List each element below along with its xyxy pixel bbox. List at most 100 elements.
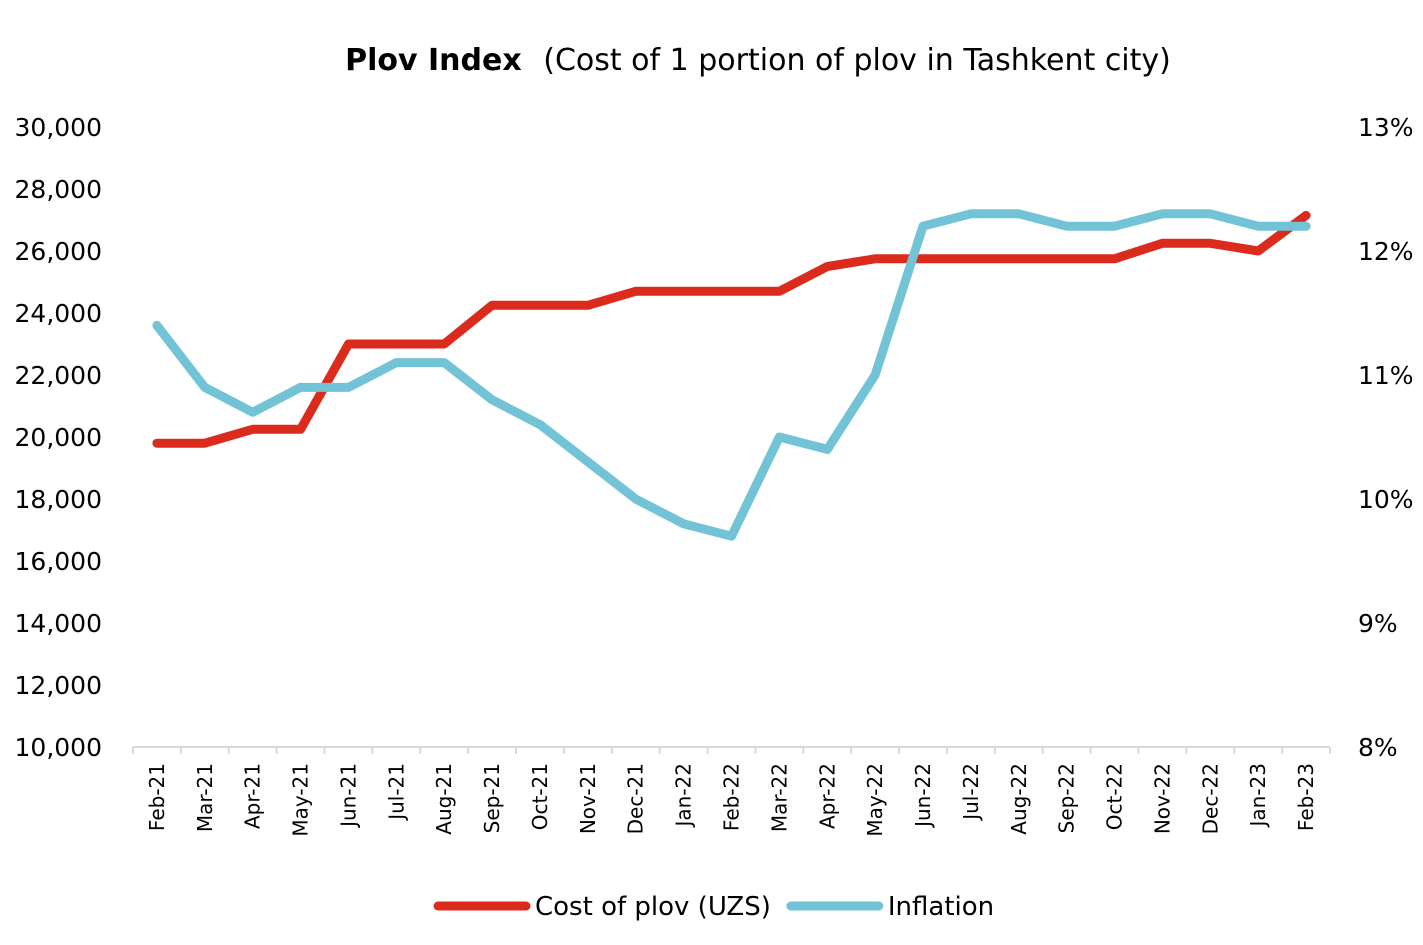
data-point	[778, 290, 780, 292]
data-point	[922, 225, 924, 227]
chart-title-main: Plov Index	[345, 43, 522, 78]
right-tick-label: 11%	[1358, 361, 1414, 390]
x-tick-label: Jun-21	[336, 763, 360, 829]
x-tick-label: Oct-21	[528, 763, 552, 830]
data-point	[395, 343, 397, 345]
x-tick-label: Sep-22	[1055, 763, 1079, 833]
data-point	[826, 266, 828, 267]
x-tick-label: Dec-22	[1198, 763, 1222, 834]
data-point	[1257, 225, 1259, 227]
x-tick-label: Nov-21	[576, 763, 600, 834]
data-point	[491, 399, 493, 401]
x-tick-label: Oct-22	[1103, 763, 1127, 830]
series-line-cost-of-plov	[152, 210, 1311, 448]
data-point	[1066, 258, 1068, 260]
data-point	[539, 424, 541, 426]
left-tick-label: 22,000	[15, 361, 102, 390]
x-tick-label: Jul-21	[384, 763, 408, 822]
data-point	[156, 324, 158, 326]
left-tick-label: 10,000	[15, 733, 102, 762]
x-tick-label: Jul-22	[959, 763, 983, 822]
data-point	[683, 290, 685, 292]
x-tick-label: Feb-21	[145, 763, 169, 831]
x-axis: Feb-21 Mar-21 Apr-21 May-21 Jun-21 Jul-21 Aug-…	[132, 746, 1331, 837]
data-point	[443, 362, 445, 364]
chart-title: Plov Index (Cost of 1 portion of plov in…	[345, 43, 1171, 78]
chart-subtitle: (Cost of 1 portion of plov in Tashkent c…	[543, 43, 1171, 78]
series-layer	[152, 209, 1311, 541]
x-tick-label: Jan-23	[1246, 763, 1270, 829]
x-tick-label: Sep-21	[480, 763, 504, 833]
data-point	[683, 523, 685, 525]
data-point	[1066, 225, 1068, 227]
data-point	[922, 258, 924, 260]
data-point	[539, 304, 541, 306]
data-point	[1161, 213, 1163, 215]
data-point	[1305, 214, 1307, 216]
data-point	[1018, 213, 1020, 215]
data-point	[1257, 250, 1259, 252]
left-axis: 10,000 12,000 14,000 16,000 18,000 20,000 22,0…	[15, 113, 102, 762]
data-point	[252, 428, 254, 430]
right-tick-label: 10%	[1358, 485, 1414, 514]
data-point	[1018, 258, 1020, 260]
data-point	[826, 448, 828, 450]
data-point	[1114, 258, 1116, 260]
x-tick-label: Aug-21	[432, 763, 456, 835]
data-point	[300, 428, 302, 430]
x-tick-label: Apr-21	[241, 763, 265, 829]
data-point	[204, 386, 206, 388]
data-point	[443, 343, 445, 345]
right-tick-label: 13%	[1358, 113, 1414, 142]
data-point	[300, 386, 302, 388]
data-point	[491, 304, 493, 306]
data-point	[204, 442, 206, 444]
data-point	[970, 213, 972, 215]
x-tick-label: Aug-22	[1007, 763, 1031, 835]
data-point	[156, 442, 158, 444]
data-point	[1114, 225, 1116, 227]
x-tick-label: May-21	[289, 763, 313, 837]
data-point	[1209, 213, 1211, 215]
left-tick-label: 20,000	[15, 423, 102, 452]
legend-label: Inflation	[888, 892, 994, 922]
left-tick-label: 28,000	[15, 175, 102, 204]
x-tick-label: Feb-22	[720, 763, 744, 831]
data-point	[731, 290, 732, 292]
data-point	[635, 290, 637, 292]
left-tick-label: 14,000	[15, 609, 102, 638]
left-tick-label: 12,000	[15, 671, 102, 700]
x-tick-label: Jan-22	[672, 763, 696, 829]
data-point	[778, 436, 780, 438]
x-tick-label: Feb-23	[1294, 763, 1318, 831]
left-tick-label: 24,000	[15, 299, 102, 328]
x-tick-label: Dec-21	[624, 763, 648, 834]
x-tick-label: Mar-22	[767, 763, 791, 832]
data-point	[1209, 242, 1211, 244]
data-point	[874, 374, 876, 376]
data-point	[635, 498, 637, 500]
data-point	[970, 258, 972, 260]
legend-label: Cost of plov (UZS)	[535, 892, 771, 922]
data-point	[587, 461, 589, 463]
data-point	[587, 304, 589, 306]
right-tick-label: 9%	[1358, 609, 1398, 638]
x-tick-label: Jun-22	[911, 763, 935, 829]
x-tick-label: Nov-22	[1150, 763, 1174, 834]
data-point	[1161, 242, 1163, 244]
data-point	[874, 258, 876, 260]
x-tick-label: May-22	[863, 763, 887, 837]
data-point	[347, 386, 349, 388]
data-point	[395, 362, 397, 364]
left-tick-label: 30,000	[15, 113, 102, 142]
right-tick-label: 12%	[1358, 237, 1414, 266]
right-tick-label: 8%	[1358, 733, 1398, 762]
x-tick-label: Mar-21	[193, 763, 217, 832]
left-tick-label: 26,000	[15, 237, 102, 266]
data-point	[347, 343, 349, 345]
right-axis: 8% 9% 10% 11% 12% 13%	[1358, 113, 1414, 762]
left-tick-label: 16,000	[15, 547, 102, 576]
data-point	[252, 411, 254, 413]
data-point	[1305, 225, 1307, 227]
